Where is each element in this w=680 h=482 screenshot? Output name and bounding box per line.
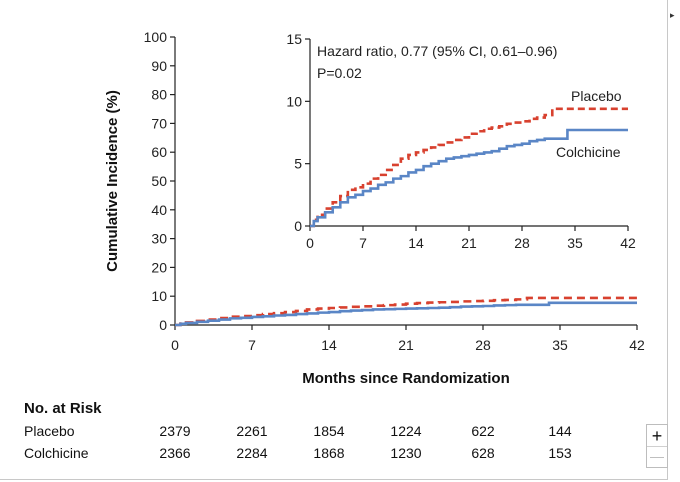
risk-cell: 2284 bbox=[236, 445, 268, 461]
hazard-ratio-annotation: Hazard ratio, 0.77 (95% CI, 0.61–0.96) bbox=[317, 43, 557, 59]
x-tick-label: 21 bbox=[461, 235, 477, 251]
risk-row-label: Colchicine bbox=[24, 445, 89, 461]
x-tick-label: 35 bbox=[552, 337, 568, 353]
plus-icon: + bbox=[651, 426, 663, 446]
y-tick-label: 15 bbox=[286, 31, 302, 47]
x-tick-label: 14 bbox=[321, 337, 337, 353]
y-tick-label: 10 bbox=[286, 93, 302, 109]
zoom-in-button[interactable]: + bbox=[647, 425, 667, 447]
x-tick-label: 28 bbox=[514, 235, 530, 251]
y-tick-label: 0 bbox=[159, 317, 167, 333]
x-tick-label: 0 bbox=[306, 235, 314, 251]
y-tick-label: 30 bbox=[151, 231, 167, 247]
y-tick-label: 60 bbox=[151, 144, 167, 160]
x-tick-label: 7 bbox=[248, 337, 256, 353]
risk-table-title: No. at Risk bbox=[24, 400, 102, 417]
p-value-annotation: P=0.02 bbox=[317, 65, 362, 81]
x-tick-label: 0 bbox=[171, 337, 179, 353]
risk-cell: 1224 bbox=[390, 423, 422, 439]
risk-cell: 2261 bbox=[236, 423, 268, 439]
placebo-series-line bbox=[175, 296, 637, 327]
risk-cell: 1868 bbox=[313, 445, 345, 461]
x-tick-label: 42 bbox=[629, 337, 645, 353]
zoom-controls: + — bbox=[646, 424, 668, 468]
y-tick-label: 0 bbox=[294, 218, 302, 234]
x-tick-label: 7 bbox=[359, 235, 367, 251]
colchicine-series-line bbox=[175, 301, 637, 327]
y-axis-title: Cumulative Incidence (%) bbox=[104, 90, 121, 272]
risk-cell: 2379 bbox=[159, 423, 191, 439]
risk-cell: 2366 bbox=[159, 445, 191, 461]
inset-colchicine-line bbox=[310, 128, 628, 228]
placebo-series-label: Placebo bbox=[571, 88, 622, 104]
inset-placebo-line bbox=[310, 107, 628, 228]
x-tick-label: 14 bbox=[408, 235, 424, 251]
inset-plot: 0 5 10 15 0 7 14 21 28 35 42 Hazard ratio, 0.77 (95… bbox=[286, 31, 637, 251]
y-tick-label: 70 bbox=[151, 115, 167, 131]
y-tick-label: 10 bbox=[151, 288, 167, 304]
expand-panel-button[interactable]: ▸ bbox=[670, 10, 680, 26]
risk-cell: 144 bbox=[548, 423, 572, 439]
y-tick-label: 40 bbox=[151, 202, 167, 218]
risk-table: No. at Risk Placebo 2379 2261 1854 1224 … bbox=[24, 400, 572, 465]
risk-row-colchicine: Colchicine 2366 2284 1868 1230 628 153 bbox=[24, 443, 572, 465]
y-tick-label: 80 bbox=[151, 87, 167, 103]
x-tick-label: 28 bbox=[475, 337, 491, 353]
x-tick-label: 42 bbox=[620, 235, 636, 251]
x-tick-label: 35 bbox=[567, 235, 583, 251]
risk-cell: 153 bbox=[548, 445, 572, 461]
x-axis-title: Months since Randomization bbox=[302, 370, 510, 387]
y-tick-label: 50 bbox=[151, 173, 167, 189]
x-tick-label: 21 bbox=[398, 337, 414, 353]
y-tick-label: 100 bbox=[144, 29, 168, 45]
y-tick-label: 20 bbox=[151, 259, 167, 275]
risk-cell: 1230 bbox=[390, 445, 422, 461]
risk-row-label: Placebo bbox=[24, 423, 75, 439]
risk-cell: 1854 bbox=[313, 423, 345, 439]
risk-cell: 628 bbox=[471, 445, 495, 461]
caret-right-icon: ▸ bbox=[670, 10, 675, 20]
minus-icon: — bbox=[650, 448, 664, 464]
zoom-out-button[interactable]: — bbox=[647, 447, 667, 467]
y-tick-label: 90 bbox=[151, 58, 167, 74]
colchicine-series-label: Colchicine bbox=[556, 144, 621, 160]
risk-row-placebo: Placebo 2379 2261 1854 1224 622 144 bbox=[24, 421, 572, 443]
risk-cell: 622 bbox=[471, 423, 495, 439]
figure-frame bbox=[0, 0, 668, 480]
y-tick-label: 5 bbox=[294, 156, 302, 172]
